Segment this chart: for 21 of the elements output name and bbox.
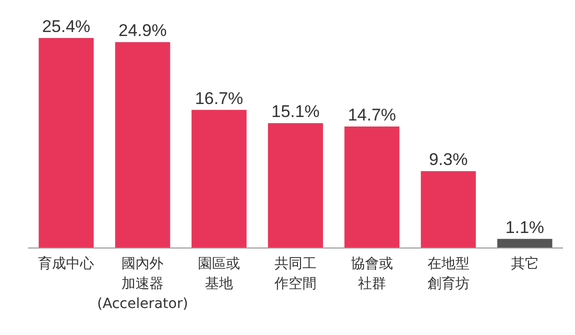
x-tick-label: 園區或基地 — [198, 256, 240, 292]
x-tick-label: 共同工作空間 — [274, 256, 316, 292]
data-label: 9.3% — [428, 150, 468, 170]
x-tick-label: 育成中心 — [38, 255, 94, 272]
bar — [192, 110, 247, 248]
data-label: 14.7% — [348, 105, 396, 124]
data-label: 15.1% — [271, 102, 320, 122]
x-tick-label: 協會或社群 — [350, 256, 393, 292]
x-tick-label: 其它 — [510, 256, 539, 272]
bar — [38, 38, 94, 248]
data-label: 1.1% — [505, 218, 544, 237]
data-label: 24.9% — [118, 21, 167, 40]
bar — [115, 42, 170, 248]
data-label: 16.7% — [194, 88, 244, 108]
bar — [268, 123, 323, 248]
data-label: 25.4% — [42, 17, 90, 36]
x-tick-label: 在地型創育坊 — [427, 256, 470, 292]
bar — [344, 126, 400, 248]
x-tick-label: 國內外加速器(Accelerator) — [97, 256, 188, 312]
bar — [420, 171, 476, 248]
bar — [497, 238, 552, 248]
